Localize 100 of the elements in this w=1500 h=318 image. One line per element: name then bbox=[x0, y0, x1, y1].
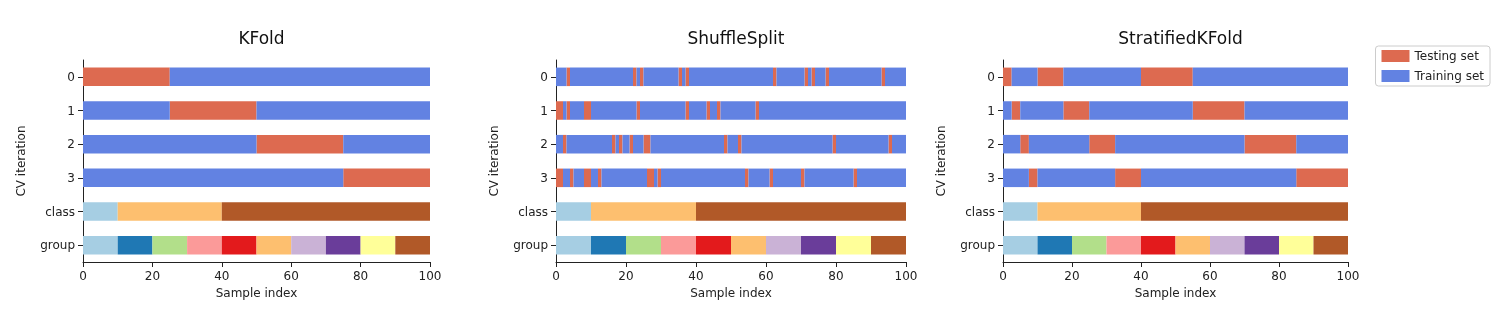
x-axis-title: Sample index bbox=[1134, 285, 1217, 300]
bar bbox=[152, 235, 188, 255]
y-tick-label: 2 bbox=[540, 137, 548, 152]
bar bbox=[1279, 235, 1314, 255]
y-tick-label: 2 bbox=[987, 137, 995, 152]
bar bbox=[727, 134, 738, 154]
y-tick-label: class bbox=[518, 204, 548, 219]
bar bbox=[83, 101, 170, 120]
x-tick-label: 0 bbox=[552, 269, 560, 283]
bar bbox=[570, 67, 633, 87]
x-axis-title: Sample index bbox=[215, 285, 298, 300]
bar bbox=[633, 134, 644, 154]
bar bbox=[748, 168, 770, 188]
bar bbox=[640, 101, 686, 120]
y-tick-label: group bbox=[513, 238, 548, 253]
bar bbox=[1296, 134, 1348, 154]
bar bbox=[1313, 235, 1348, 255]
bar bbox=[1003, 202, 1038, 221]
bar bbox=[169, 67, 430, 87]
bar bbox=[710, 101, 717, 120]
bar bbox=[556, 235, 591, 255]
bar bbox=[766, 235, 801, 255]
bar bbox=[117, 202, 222, 221]
bar bbox=[395, 235, 430, 255]
bar bbox=[556, 134, 563, 154]
bar bbox=[717, 101, 721, 120]
bar bbox=[619, 134, 623, 154]
bar bbox=[1141, 235, 1176, 255]
x-tick-label: 20 bbox=[144, 269, 161, 283]
x-tick-label: 100 bbox=[894, 269, 918, 283]
bar bbox=[804, 168, 854, 188]
bar bbox=[343, 134, 430, 154]
bar bbox=[291, 235, 326, 255]
y-tick-label: 1 bbox=[67, 103, 75, 118]
bar bbox=[556, 202, 591, 221]
x-tick-label: 40 bbox=[688, 269, 704, 283]
x-tick-label: 80 bbox=[1271, 269, 1287, 283]
y-tick-label: 2 bbox=[67, 137, 75, 152]
bar bbox=[570, 168, 574, 188]
y-tick-label: 3 bbox=[540, 170, 548, 185]
bar bbox=[1210, 235, 1245, 255]
bar bbox=[556, 67, 567, 87]
bar bbox=[626, 235, 661, 255]
y-tick-label: group bbox=[960, 238, 995, 253]
bar bbox=[857, 168, 906, 188]
bar bbox=[892, 134, 906, 154]
bar bbox=[325, 235, 361, 255]
bar bbox=[759, 101, 906, 120]
bar bbox=[1003, 134, 1021, 154]
y-tick-label: group bbox=[40, 238, 75, 253]
bar bbox=[1089, 134, 1116, 154]
x-tick-label: 100 bbox=[418, 269, 442, 283]
bar bbox=[836, 235, 871, 255]
bar bbox=[1106, 235, 1141, 255]
bar bbox=[1011, 101, 1021, 120]
bar bbox=[256, 101, 430, 120]
bar bbox=[1141, 67, 1193, 87]
y-axis-title: CV iteration bbox=[14, 125, 28, 197]
bar bbox=[1244, 134, 1297, 154]
bar bbox=[591, 202, 696, 221]
bar bbox=[731, 235, 766, 255]
bar bbox=[591, 101, 637, 120]
bar bbox=[1072, 235, 1107, 255]
x-tick-label: 80 bbox=[352, 269, 369, 283]
y-tick-label: 3 bbox=[67, 170, 75, 185]
bar bbox=[221, 235, 257, 255]
bar bbox=[1063, 101, 1090, 120]
bar bbox=[1192, 101, 1245, 120]
x-tick-label: 0 bbox=[79, 269, 87, 283]
bar bbox=[696, 202, 906, 221]
bar bbox=[573, 168, 584, 188]
bar bbox=[801, 235, 836, 255]
bar bbox=[720, 101, 756, 120]
bar bbox=[1003, 168, 1029, 188]
chart-title: ShuffleSplit bbox=[687, 27, 785, 48]
bar bbox=[643, 67, 679, 87]
chart-title: KFold bbox=[238, 27, 285, 48]
bar bbox=[815, 67, 826, 87]
bar bbox=[689, 101, 707, 120]
y-tick-label: class bbox=[965, 204, 995, 219]
bar bbox=[1028, 168, 1038, 188]
bar bbox=[1175, 235, 1210, 255]
bar bbox=[1115, 168, 1141, 188]
x-tick-label: 60 bbox=[758, 269, 774, 283]
x-tick-label: 100 bbox=[1336, 269, 1360, 283]
bar bbox=[169, 101, 257, 120]
bar bbox=[83, 134, 257, 154]
y-tick-label: 0 bbox=[540, 69, 548, 84]
bar bbox=[801, 168, 805, 188]
bar bbox=[650, 134, 724, 154]
bar bbox=[773, 67, 777, 87]
y-tick-label: 0 bbox=[987, 69, 995, 84]
y-tick-label: 1 bbox=[540, 103, 548, 118]
x-tick-label: 60 bbox=[283, 269, 299, 283]
bar bbox=[1028, 134, 1090, 154]
bar bbox=[1037, 202, 1141, 221]
bar bbox=[556, 101, 563, 120]
x-tick-label: 60 bbox=[1202, 269, 1218, 283]
bar bbox=[696, 235, 731, 255]
bar bbox=[776, 67, 805, 87]
